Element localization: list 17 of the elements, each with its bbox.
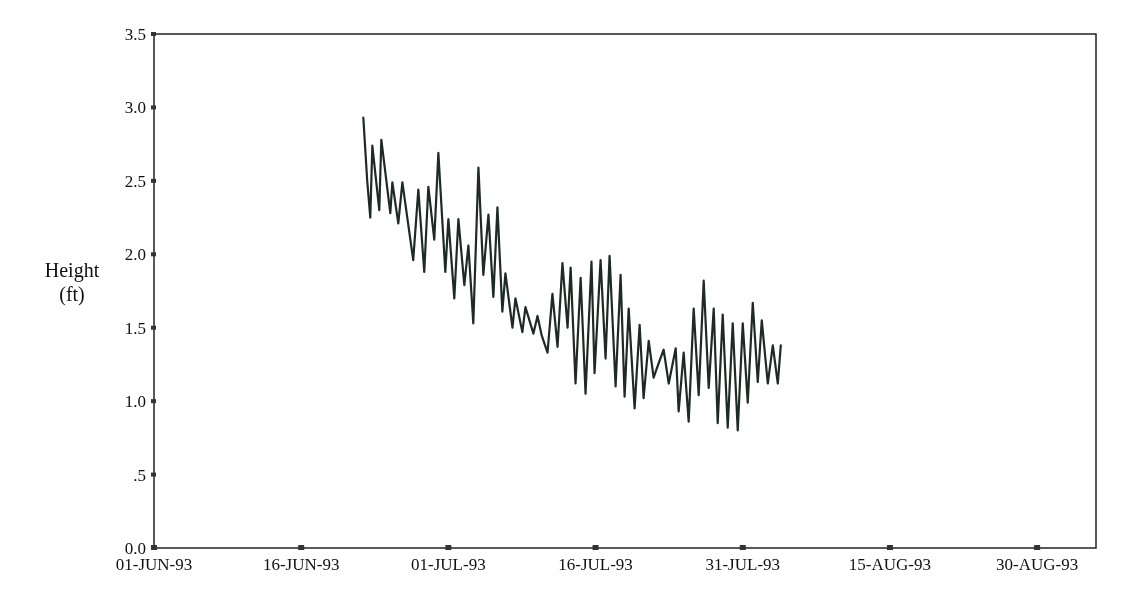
y-tick-label: .5: [133, 465, 146, 485]
y-tick-label: 3.0: [124, 98, 146, 118]
y-axis-title: Height (ft): [44, 259, 100, 306]
x-tick-label: 16-JUN-93: [262, 555, 340, 574]
y-tick-label: 2.5: [124, 171, 146, 191]
y-tick-label: 1.0: [124, 392, 146, 412]
y-tick-label: 1.5: [124, 318, 146, 338]
x-tick-label: 30-AUG-93: [996, 555, 1079, 574]
x-tick-label: 01-JUL-93: [411, 555, 486, 574]
line-series: [362, 116, 782, 432]
x-tick-label: 16-JUL-93: [558, 555, 633, 574]
x-tick-label: 31-JUL-93: [705, 555, 781, 574]
y-tick-label: 0.0: [124, 538, 146, 558]
y-tick-label: 3.5: [124, 24, 146, 44]
x-tick-label: 15-AUG-93: [848, 555, 932, 574]
x-tick-label: 01-JUN-93: [115, 555, 193, 574]
y-tick-label: 2.0: [124, 245, 146, 265]
